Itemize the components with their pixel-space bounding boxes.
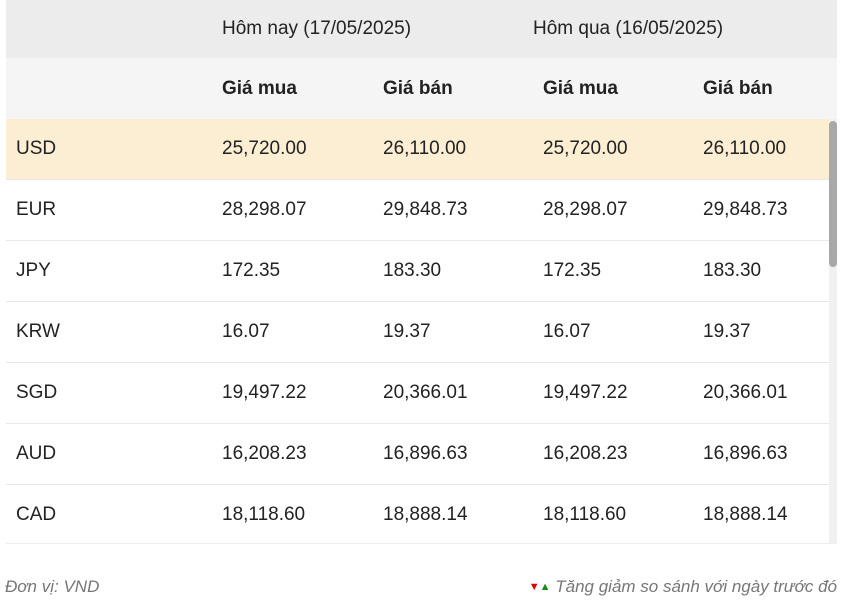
- today-sell-cell: 19.37: [383, 321, 431, 342]
- today-sell-cell: 16,896.63: [383, 443, 468, 464]
- yest-buy-cell: 16.07: [543, 321, 591, 342]
- yest-buy-cell: 172.35: [543, 260, 602, 281]
- yesterday-buy-header: Giá mua: [543, 78, 618, 99]
- yest-buy-cell: 19,497.22: [543, 382, 628, 403]
- yest-buy-cell: 25,720.00: [543, 138, 628, 159]
- currency-cell: JPY: [16, 260, 51, 281]
- today-buy-cell: 172.35: [222, 260, 281, 281]
- today-sell-cell: 183.30: [383, 260, 442, 281]
- currency-cell: SGD: [16, 382, 58, 403]
- table-row: EUR 28,298.07 29,848.73 28,298.07 29,848.73: [6, 180, 829, 241]
- yest-sell-cell: 29,848.73: [703, 199, 788, 220]
- yest-sell-cell: 20,366.01: [703, 382, 788, 403]
- today-buy-cell: 18,118.60: [222, 504, 306, 525]
- exchange-rate-table: Hôm nay (17/05/2025) Hôm qua (16/05/2025…: [6, 0, 837, 544]
- table-row: AUD 16,208.23 16,896.63 16,208.23 16,896.63: [6, 424, 829, 485]
- yest-sell-cell: 19.37: [703, 321, 751, 342]
- today-sell-cell: 18,888.14: [383, 504, 468, 525]
- table-row: SGD 19,497.22 20,366.01 19,497.22 20,366.01: [6, 363, 829, 424]
- legend-note: ▼▲ Tăng giảm so sánh với ngày trước đó: [529, 577, 837, 597]
- up-triangle-icon: ▲: [539, 581, 551, 593]
- unit-note: Đơn vị: VND: [5, 577, 100, 596]
- today-buy-cell: 16,208.23: [222, 443, 307, 464]
- yest-buy-cell: 28,298.07: [543, 199, 628, 220]
- currency-cell: EUR: [16, 199, 57, 220]
- today-buy-cell: 28,298.07: [222, 199, 307, 220]
- header-row-prices: Giá mua Giá bán Giá mua Giá bán: [6, 58, 837, 119]
- yest-sell-cell: 183.30: [703, 260, 762, 281]
- table-row: KRW 16.07 19.37 16.07 19.37: [6, 302, 829, 363]
- scrollbar-thumb[interactable]: [829, 121, 837, 267]
- table-row: CAD 18,118.60 18,888.14 18,118.60 18,888.14: [6, 485, 829, 543]
- currency-cell: USD: [16, 138, 57, 159]
- yest-sell-cell: 16,896.63: [703, 443, 788, 464]
- table-row: JPY 172.35 183.30 172.35 183.30: [6, 241, 829, 302]
- yesterday-sell-header: Giá bán: [703, 78, 773, 99]
- yest-buy-cell: 18,118.60: [543, 504, 627, 525]
- legend-text: Tăng giảm so sánh với ngày trước đó: [555, 577, 837, 596]
- today-sell-cell: 20,366.01: [383, 382, 468, 403]
- yesterday-header: Hôm qua (16/05/2025): [533, 18, 724, 39]
- table-row: USD 25,720.00 26,110.00 25,720.00 26,110.00: [6, 119, 829, 180]
- scrollbar[interactable]: [829, 119, 837, 543]
- down-triangle-icon: ▼: [528, 581, 540, 593]
- today-buy-header: Giá mua: [222, 78, 297, 99]
- today-buy-cell: 16.07: [222, 321, 270, 342]
- table-body: USD 25,720.00 26,110.00 25,720.00 26,110.00 E…: [6, 119, 829, 543]
- yest-sell-cell: 18,888.14: [703, 504, 788, 525]
- today-buy-cell: 25,720.00: [222, 138, 307, 159]
- today-buy-cell: 19,497.22: [222, 382, 307, 403]
- currency-cell: KRW: [16, 321, 60, 342]
- today-header: Hôm nay (17/05/2025): [222, 18, 412, 39]
- today-sell-cell: 29,848.73: [383, 199, 468, 220]
- today-sell-cell: 26,110.00: [383, 138, 467, 159]
- yest-sell-cell: 26,110.00: [703, 138, 787, 159]
- yest-buy-cell: 16,208.23: [543, 443, 628, 464]
- today-sell-header: Giá bán: [383, 78, 453, 99]
- header-row-dates: Hôm nay (17/05/2025) Hôm qua (16/05/2025…: [6, 0, 837, 58]
- currency-cell: AUD: [16, 443, 57, 464]
- currency-cell: CAD: [16, 504, 57, 525]
